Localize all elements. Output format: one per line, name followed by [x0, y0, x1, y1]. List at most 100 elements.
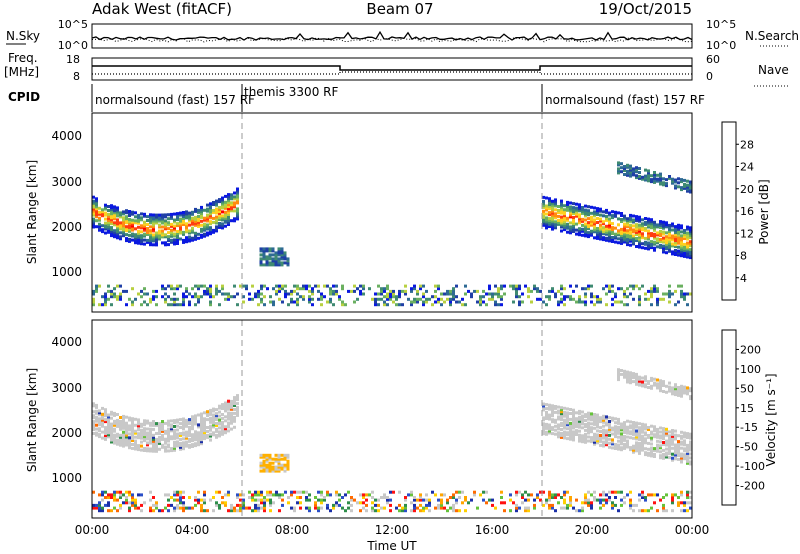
echo-cell — [113, 439, 116, 443]
power-colorbar-tick: 12 — [740, 227, 754, 240]
echo-cell — [95, 199, 98, 203]
echo-cell — [182, 427, 185, 431]
echo-cell — [635, 176, 638, 180]
echo-cell — [377, 303, 380, 307]
echo-cell — [206, 233, 209, 237]
echo-cell — [134, 441, 137, 445]
echo-cell — [611, 506, 614, 510]
echo-cell — [268, 247, 272, 251]
echo-cell — [536, 289, 539, 293]
echo-cell — [95, 503, 98, 507]
echo-cell — [542, 418, 545, 422]
echo-cell — [95, 215, 98, 219]
echo-cell — [662, 427, 665, 431]
echo-cell — [176, 440, 179, 444]
echo-cell — [632, 372, 635, 376]
echo-cell — [446, 289, 449, 293]
echo-cell — [653, 240, 656, 244]
echo-cell — [164, 213, 167, 217]
echo-cell — [200, 432, 203, 436]
echo-cell — [299, 287, 302, 291]
echo-cell — [212, 216, 215, 220]
echo-cell — [644, 431, 647, 435]
echo-cell — [158, 215, 161, 219]
echo-cell — [644, 222, 647, 226]
echo-cell — [131, 232, 134, 236]
echo-cell — [608, 429, 611, 433]
echo-cell — [140, 434, 143, 438]
echo-cell — [581, 436, 584, 440]
echo-cell — [143, 419, 146, 423]
echo-cell — [650, 430, 653, 434]
echo-cell — [626, 163, 629, 167]
echo-cell — [179, 217, 182, 221]
echo-cell — [623, 437, 626, 440]
echo-cell — [617, 163, 620, 167]
echo-cell — [311, 292, 314, 296]
echo-cell — [407, 493, 410, 497]
echo-cell — [179, 434, 182, 437]
echo-cell — [548, 205, 551, 209]
echo-cell — [158, 219, 161, 223]
echo-cell — [146, 231, 149, 234]
echo-cell — [185, 212, 188, 216]
echo-cell — [656, 435, 659, 439]
echo-cell — [641, 222, 644, 226]
echo-cell — [422, 509, 425, 513]
echo-cell — [218, 434, 221, 438]
echo-cell — [659, 234, 662, 237]
echo-cell — [173, 419, 176, 423]
echo-cell — [155, 447, 158, 451]
echo-cell — [122, 232, 125, 236]
echo-cell — [593, 440, 596, 444]
echo-cell — [521, 493, 524, 497]
echo-cell — [92, 201, 95, 205]
echo-cell — [554, 216, 557, 220]
echo-cell — [689, 448, 692, 452]
echo-cell — [215, 433, 218, 437]
echo-cell — [149, 429, 152, 433]
echo-cell — [218, 225, 221, 229]
echo-cell — [689, 460, 692, 464]
echo-cell — [599, 439, 602, 443]
echo-cell — [683, 229, 686, 232]
echo-cell — [509, 493, 512, 497]
echo-cell — [632, 428, 635, 432]
echo-cell — [488, 498, 491, 502]
echo-cell — [149, 237, 152, 241]
echo-cell — [185, 442, 188, 446]
echo-cell — [152, 437, 155, 441]
echo-cell — [677, 225, 680, 229]
echo-cell — [488, 297, 491, 301]
echo-cell — [128, 506, 131, 510]
echo-cell — [143, 232, 146, 236]
echo-cell — [206, 418, 209, 422]
echo-cell — [542, 422, 545, 426]
echo-cell — [674, 184, 677, 188]
echo-cell — [236, 394, 239, 398]
echo-cell — [572, 414, 575, 418]
echo-cell — [254, 493, 257, 497]
echo-cell — [92, 219, 95, 223]
echo-cell — [602, 236, 605, 240]
echo-cell — [650, 448, 653, 452]
echo-cell — [626, 435, 629, 439]
echo-cell — [212, 230, 215, 234]
echo-cell — [299, 496, 302, 499]
echo-cell — [602, 430, 605, 434]
echo-cell — [596, 415, 599, 419]
echo-cell — [560, 297, 563, 301]
echo-cell — [620, 237, 623, 241]
echo-cell — [548, 225, 551, 228]
echo-cell — [98, 423, 101, 427]
echo-cell — [686, 509, 689, 513]
echo-cell — [128, 426, 131, 430]
echo-cell — [557, 405, 560, 409]
echo-cell — [283, 455, 287, 459]
echo-cell — [275, 493, 278, 497]
echo-cell — [554, 202, 557, 206]
echo-cell — [128, 237, 131, 241]
echo-cell — [200, 442, 203, 446]
echo-cell — [635, 225, 638, 229]
echo-cell — [413, 503, 416, 507]
